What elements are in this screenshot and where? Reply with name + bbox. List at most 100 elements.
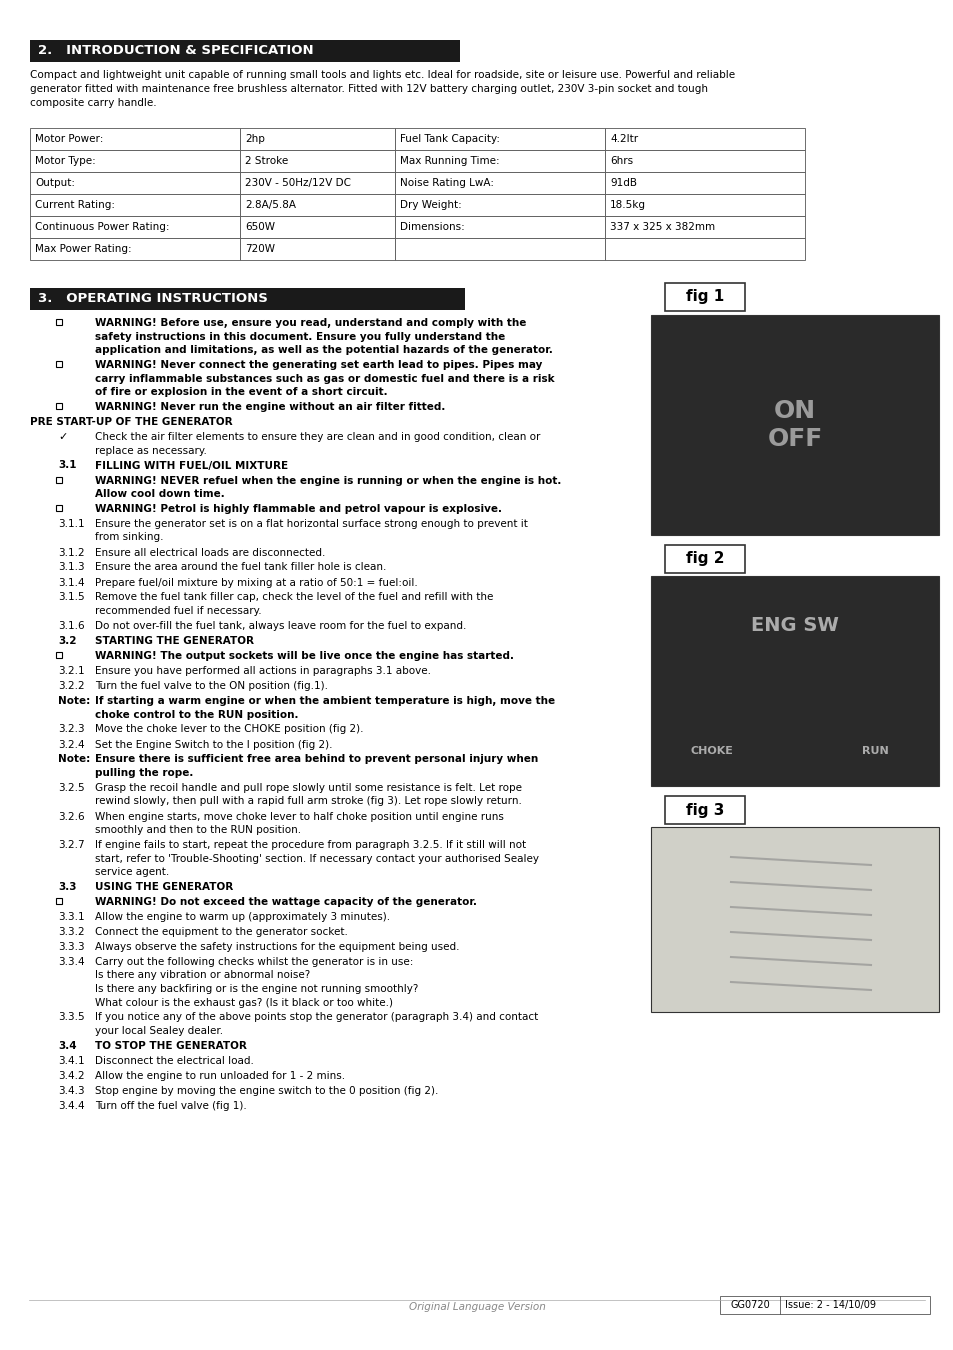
Text: Turn off the fuel valve (fig 1).: Turn off the fuel valve (fig 1). (95, 1102, 247, 1111)
Text: Continuous Power Rating:: Continuous Power Rating: (35, 221, 170, 232)
Bar (30, 171, 240, 194)
Bar (240, 238, 395, 261)
Text: Turn the fuel valve to the ON position (fig.1).: Turn the fuel valve to the ON position (… (95, 680, 328, 691)
Text: 18.5kg: 18.5kg (609, 200, 645, 211)
Text: Stop engine by moving the engine switch to the 0 position (fig 2).: Stop engine by moving the engine switch … (95, 1085, 438, 1096)
Text: Ensure the generator set is on a flat horizontal surface strong enough to preven: Ensure the generator set is on a flat ho… (95, 518, 527, 529)
Text: If engine fails to start, repeat the procedure from paragraph 3.2.5. If it still: If engine fails to start, repeat the pro… (95, 840, 525, 850)
Bar (240, 171, 395, 194)
Text: safety instructions in this document. Ensure you fully understand the: safety instructions in this document. En… (95, 332, 505, 342)
Text: your local Sealey dealer.: your local Sealey dealer. (95, 1026, 223, 1035)
Text: 3.3.4: 3.3.4 (58, 957, 85, 967)
Text: 3.2.3: 3.2.3 (58, 725, 85, 734)
Text: 3.2: 3.2 (58, 636, 76, 647)
Text: 3.1.4: 3.1.4 (58, 578, 85, 587)
Text: fig 1: fig 1 (685, 289, 723, 305)
Text: Compact and lightweight unit capable of running small tools and lights etc. Idea: Compact and lightweight unit capable of … (30, 70, 735, 108)
Text: Note:: Note: (58, 755, 91, 764)
Text: Max Power Rating:: Max Power Rating: (35, 244, 132, 254)
Bar (56, 898, 62, 904)
Text: from sinking.: from sinking. (95, 532, 163, 543)
Text: 3.1.2: 3.1.2 (58, 548, 85, 558)
Text: Ensure all electrical loads are disconnected.: Ensure all electrical loads are disconne… (95, 548, 325, 558)
Text: Prepare fuel/oil mixture by mixing at a ratio of 50:1 = fuel:oil.: Prepare fuel/oil mixture by mixing at a … (95, 578, 417, 587)
Bar (604, 238, 804, 261)
Bar (664, 796, 744, 824)
Text: ENG SW: ENG SW (750, 616, 838, 634)
Text: 3.4.3: 3.4.3 (58, 1085, 85, 1096)
Text: USING THE GENERATOR: USING THE GENERATOR (95, 882, 233, 892)
Bar (56, 404, 62, 409)
Text: fig 3: fig 3 (685, 802, 723, 818)
Text: 230V - 50Hz/12V DC: 230V - 50Hz/12V DC (245, 178, 351, 188)
Bar (240, 128, 395, 150)
Text: 3.1.1: 3.1.1 (58, 518, 85, 529)
Bar (720, 1296, 929, 1314)
Text: Set the Engine Switch to the I position (fig 2).: Set the Engine Switch to the I position … (95, 740, 333, 749)
Bar (30, 194, 240, 216)
Text: Connect the equipment to the generator socket.: Connect the equipment to the generator s… (95, 927, 348, 937)
Text: 3.2.4: 3.2.4 (58, 740, 85, 749)
Text: CHOKE: CHOKE (690, 747, 733, 756)
Text: 6hrs: 6hrs (609, 157, 633, 166)
Text: Allow the engine to warm up (approximately 3 minutes).: Allow the engine to warm up (approximate… (95, 913, 390, 922)
Text: Allow the engine to run unloaded for 1 - 2 mins.: Allow the engine to run unloaded for 1 -… (95, 1071, 345, 1081)
Text: Carry out the following checks whilst the generator is in use:: Carry out the following checks whilst th… (95, 957, 413, 967)
Bar (395, 216, 604, 238)
Text: 337 x 325 x 382mm: 337 x 325 x 382mm (609, 221, 715, 232)
Bar (650, 315, 938, 535)
Bar (604, 216, 804, 238)
Bar (395, 171, 604, 194)
Text: 3.4: 3.4 (58, 1041, 76, 1052)
Text: 3.2.6: 3.2.6 (58, 811, 85, 822)
Bar (650, 576, 938, 786)
Text: of fire or explosion in the event of a short circuit.: of fire or explosion in the event of a s… (95, 387, 387, 397)
Text: choke control to the RUN position.: choke control to the RUN position. (95, 710, 298, 720)
Text: ✓: ✓ (58, 432, 68, 441)
Text: WARNING! Do not exceed the wattage capacity of the generator.: WARNING! Do not exceed the wattage capac… (95, 896, 477, 907)
Bar (650, 828, 938, 1012)
Text: Do not over-fill the fuel tank, always leave room for the fuel to expand.: Do not over-fill the fuel tank, always l… (95, 621, 466, 630)
Text: WARNING! Never connect the generating set earth lead to pipes. Pipes may: WARNING! Never connect the generating se… (95, 360, 542, 370)
Bar (395, 238, 604, 261)
Bar (240, 194, 395, 216)
Text: 2.   INTRODUCTION & SPECIFICATION: 2. INTRODUCTION & SPECIFICATION (38, 45, 314, 58)
Bar (56, 505, 62, 512)
Bar (240, 216, 395, 238)
Text: 3.4.1: 3.4.1 (58, 1056, 85, 1066)
Text: GG0720: GG0720 (729, 1300, 769, 1310)
Text: recommended fuel if necessary.: recommended fuel if necessary. (95, 606, 261, 616)
Text: Always observe the safety instructions for the equipment being used.: Always observe the safety instructions f… (95, 942, 459, 952)
Bar (56, 652, 62, 657)
Bar (664, 284, 744, 310)
Text: Motor Type:: Motor Type: (35, 157, 95, 166)
Text: Max Running Time:: Max Running Time: (399, 157, 499, 166)
Bar (664, 545, 744, 572)
Bar (30, 40, 459, 62)
Text: WARNING! The output sockets will be live once the engine has started.: WARNING! The output sockets will be live… (95, 651, 514, 661)
Bar (395, 128, 604, 150)
Bar (395, 194, 604, 216)
Text: When engine starts, move choke lever to half choke position until engine runs: When engine starts, move choke lever to … (95, 811, 503, 822)
Text: 2hp: 2hp (245, 134, 265, 144)
Text: What colour is the exhaust gas? (Is it black or too white.): What colour is the exhaust gas? (Is it b… (95, 998, 393, 1007)
Text: 91dB: 91dB (609, 178, 637, 188)
Text: Noise Rating LwA:: Noise Rating LwA: (399, 178, 494, 188)
Text: 3.3.3: 3.3.3 (58, 942, 85, 952)
Text: Motor Power:: Motor Power: (35, 134, 103, 144)
Text: 3.1: 3.1 (58, 460, 76, 471)
Bar (604, 171, 804, 194)
Text: application and limitations, as well as the potential hazards of the generator.: application and limitations, as well as … (95, 346, 553, 355)
Text: 3.2.5: 3.2.5 (58, 783, 85, 792)
Text: 720W: 720W (245, 244, 274, 254)
Text: 3.4.4: 3.4.4 (58, 1102, 85, 1111)
Text: 3.1.6: 3.1.6 (58, 621, 85, 630)
Text: 3.1.3: 3.1.3 (58, 563, 85, 572)
Text: 2.8A/5.8A: 2.8A/5.8A (245, 200, 295, 211)
Bar (604, 150, 804, 171)
Text: WARNING! NEVER refuel when the engine is running or when the engine is hot.: WARNING! NEVER refuel when the engine is… (95, 475, 560, 486)
Text: Dimensions:: Dimensions: (399, 221, 464, 232)
Text: 3.2.2: 3.2.2 (58, 680, 85, 691)
Text: 4.2ltr: 4.2ltr (609, 134, 638, 144)
Text: WARNING! Petrol is highly flammable and petrol vapour is explosive.: WARNING! Petrol is highly flammable and … (95, 504, 501, 514)
